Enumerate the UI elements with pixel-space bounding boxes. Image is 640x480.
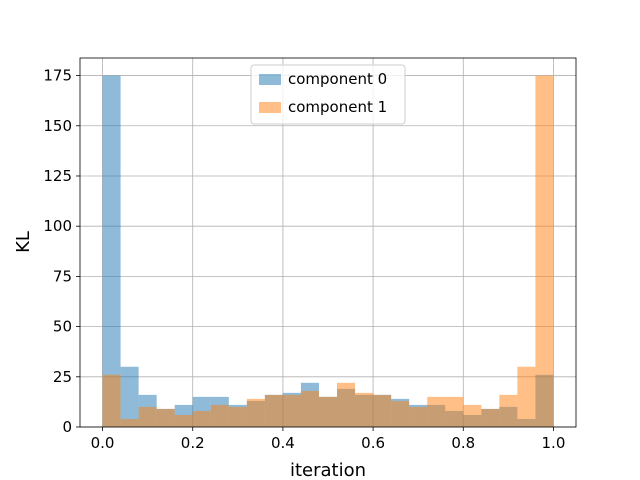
bar-component-0-bin-1 <box>120 366 139 427</box>
axes-frame <box>79 57 577 428</box>
histogram-bars <box>102 75 554 428</box>
bar-component-1-bin-9 <box>264 394 283 427</box>
legend-swatch-component-1 <box>259 102 281 113</box>
bar-component-1-bin-19 <box>445 396 464 427</box>
bar-component-1-bin-22 <box>499 394 518 427</box>
bar-component-1-bin-1 <box>120 418 139 427</box>
bar-component-1-bin-0 <box>102 374 121 427</box>
legend-label-component-1: component 1 <box>288 98 387 116</box>
legend-swatch-component-0 <box>259 74 281 85</box>
x-axis-label: iteration <box>290 460 366 480</box>
bar-component-1-bin-6 <box>210 404 229 427</box>
legend: component 0 component 1 <box>250 64 406 125</box>
legend-box <box>250 64 406 125</box>
bar-component-1-bin-10 <box>282 394 301 427</box>
bar-component-1-bin-15 <box>373 394 392 427</box>
y-tick-label: 75 <box>53 267 72 285</box>
x-tick-label: 0.4 <box>271 434 295 452</box>
y-tick-label: 125 <box>43 167 72 185</box>
y-tick-label: 175 <box>43 67 72 85</box>
y-tick-label: 0 <box>62 418 72 436</box>
bar-component-1-bin-7 <box>228 406 247 427</box>
x-tick-label: 1.0 <box>542 434 566 452</box>
x-tick-label: 0.2 <box>181 434 205 452</box>
legend-label-component-0: component 0 <box>288 70 387 88</box>
y-tick-label: 100 <box>43 217 72 235</box>
x-tick-label: 0.8 <box>451 434 475 452</box>
bar-component-1-bin-17 <box>409 406 428 427</box>
bar-component-1-bin-23 <box>517 366 536 427</box>
bar-component-1-bin-21 <box>481 408 500 427</box>
y-tick-label: 150 <box>43 117 72 135</box>
bar-component-0-bin-0 <box>102 75 121 428</box>
bar-component-1-bin-8 <box>246 398 265 427</box>
x-tick-label: 0.6 <box>361 434 385 452</box>
bar-component-1-bin-4 <box>174 414 193 427</box>
bar-component-1-bin-20 <box>463 404 482 427</box>
bar-component-1-bin-14 <box>355 392 374 427</box>
y-axis-label: KL <box>13 231 34 253</box>
bar-component-1-bin-11 <box>300 390 319 427</box>
axes <box>79 57 577 428</box>
bar-component-1-bin-12 <box>318 396 338 427</box>
bar-component-1-bin-5 <box>192 410 211 427</box>
y-tick-label: 50 <box>53 318 72 336</box>
bar-component-1-bin-3 <box>156 408 175 427</box>
y-tick-label: 25 <box>53 368 72 386</box>
bar-component-1-bin-16 <box>391 400 410 427</box>
x-tick-label: 0.0 <box>91 434 115 452</box>
bar-component-1-bin-13 <box>337 382 356 427</box>
bar-component-1-bin-18 <box>427 396 446 427</box>
bar-component-1-bin-24 <box>535 75 554 428</box>
tick-labels: 0.0 0.2 0.4 0.6 0.8 1.0 0 25 50 75 100 125 150 175 <box>43 67 565 452</box>
bar-component-1-bin-2 <box>138 406 157 427</box>
